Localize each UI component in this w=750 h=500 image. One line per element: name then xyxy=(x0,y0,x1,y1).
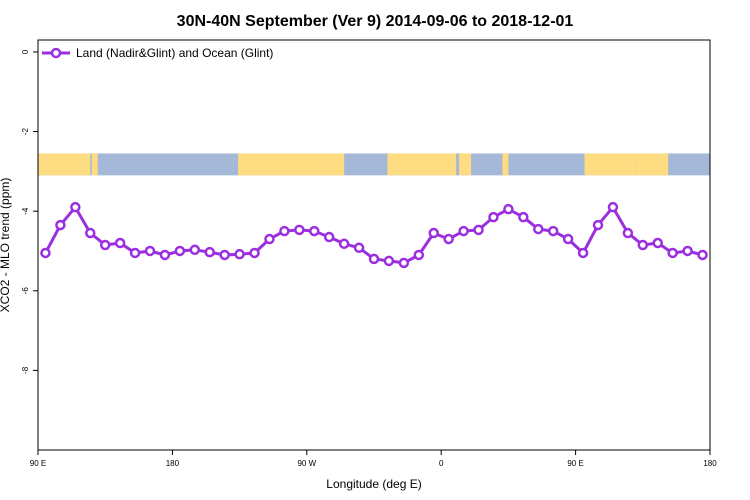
map-land-patch xyxy=(635,153,669,176)
map-land-patch xyxy=(91,153,98,176)
data-point xyxy=(547,225,559,237)
data-point xyxy=(503,203,514,215)
data-point xyxy=(622,227,634,239)
data-point xyxy=(55,219,66,231)
map-land-patch xyxy=(459,153,472,176)
data-point xyxy=(368,253,380,265)
data-point xyxy=(473,224,484,236)
data-point xyxy=(189,244,201,256)
x-tick-label: 0 xyxy=(439,459,444,468)
map-land-patch xyxy=(238,153,330,176)
data-point xyxy=(99,239,111,251)
data-point xyxy=(577,247,589,259)
map-ocean-band xyxy=(38,153,710,176)
map-land-patch xyxy=(502,153,509,176)
data-point xyxy=(338,238,350,250)
chart-title: 30N-40N September (Ver 9) 2014-09-06 to … xyxy=(177,13,574,30)
y-axis-label: XCO2 - MLO trend (ppm) xyxy=(0,178,12,313)
y-tick-label: 0 xyxy=(21,49,30,54)
y-tick-label: -6 xyxy=(21,287,30,295)
data-point xyxy=(40,247,51,259)
map-land-patch xyxy=(329,153,345,176)
data-point xyxy=(488,211,499,223)
data-point xyxy=(294,224,305,236)
legend-marker-swatch xyxy=(50,47,62,59)
data-point xyxy=(562,233,574,245)
x-axis-label: Longitude (deg E) xyxy=(326,477,421,491)
data-point xyxy=(234,248,245,260)
data-point xyxy=(219,249,230,261)
data-point xyxy=(174,245,186,257)
data-point xyxy=(144,245,156,257)
data-point xyxy=(398,257,410,269)
map-land-patch xyxy=(387,153,457,176)
data-point xyxy=(114,237,126,249)
data-point xyxy=(637,239,649,251)
data-point xyxy=(264,233,275,245)
legend: Land (Nadir&Glint) and Ocean (Glint) xyxy=(42,46,273,60)
series-layer xyxy=(40,201,708,269)
data-point xyxy=(413,249,425,261)
data-point xyxy=(249,247,260,259)
data-point xyxy=(85,227,96,239)
data-point xyxy=(697,249,708,261)
data-point xyxy=(518,211,529,223)
data-point xyxy=(443,233,454,245)
data-point xyxy=(309,225,320,237)
data-point xyxy=(458,225,469,237)
map-land-patch xyxy=(38,153,91,176)
x-tick-label: 180 xyxy=(166,459,180,468)
data-point xyxy=(607,201,619,213)
data-point xyxy=(592,219,604,231)
y-tick-label: -8 xyxy=(21,366,30,374)
data-point xyxy=(204,246,215,258)
data-point xyxy=(159,249,171,261)
data-point xyxy=(428,227,439,239)
x-tick-label: 90 E xyxy=(30,459,46,468)
y-tick-label: -2 xyxy=(21,127,30,135)
data-point xyxy=(682,245,693,257)
data-point xyxy=(533,223,544,235)
x-tick-label: 90 E xyxy=(567,459,583,468)
y-tick-label: -4 xyxy=(21,207,30,215)
plot-frame xyxy=(37,39,711,451)
data-point xyxy=(667,247,678,259)
x-tick-label: 180 xyxy=(703,459,717,468)
data-point xyxy=(383,255,395,267)
data-point xyxy=(279,225,290,237)
data-point xyxy=(323,231,335,243)
data-point xyxy=(70,201,81,213)
data-point xyxy=(353,242,365,254)
data-point xyxy=(129,247,141,259)
map-strip xyxy=(38,153,710,176)
legend-entry-label: Land (Nadir&Glint) and Ocean (Glint) xyxy=(76,46,273,60)
axes: 90 E 180 90 W 0 90 E 180 0 -2 -4 -6 -8 xyxy=(21,49,717,468)
map-land-patch xyxy=(584,153,636,176)
x-tick-label: 90 W xyxy=(297,459,316,468)
data-point xyxy=(652,237,663,249)
